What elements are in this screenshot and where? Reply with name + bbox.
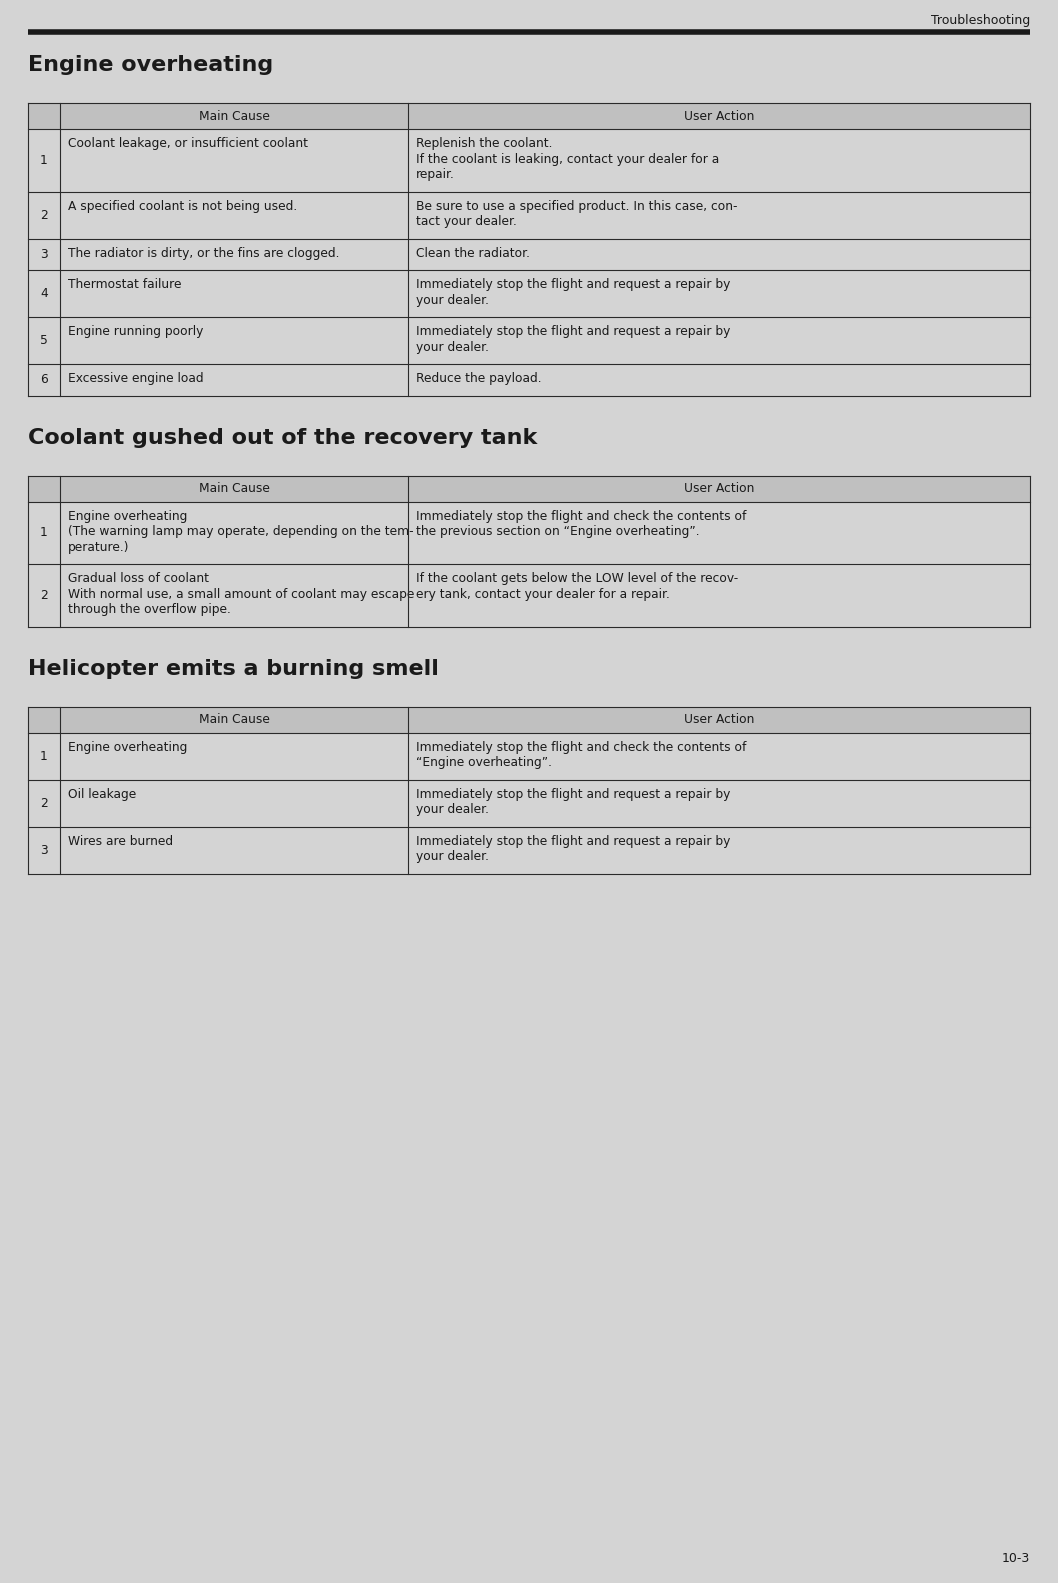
Text: A specified coolant is not being used.: A specified coolant is not being used. xyxy=(68,199,297,214)
Bar xyxy=(28,502,1030,564)
Bar xyxy=(28,706,1030,733)
Text: 2: 2 xyxy=(40,209,48,222)
Text: User Action: User Action xyxy=(683,712,754,727)
Text: Replenish the coolant.: Replenish the coolant. xyxy=(416,138,552,150)
Text: Engine overheating: Engine overheating xyxy=(68,510,187,522)
Text: If the coolant is leaking, contact your dealer for a: If the coolant is leaking, contact your … xyxy=(416,154,719,166)
Bar xyxy=(28,317,1030,364)
Bar xyxy=(28,826,1030,874)
Text: Thermostat failure: Thermostat failure xyxy=(68,279,182,291)
Text: Troubleshooting: Troubleshooting xyxy=(931,14,1030,27)
Text: If the coolant gets below the LOW level of the recov-: If the coolant gets below the LOW level … xyxy=(416,573,738,586)
Text: 1: 1 xyxy=(40,154,48,166)
Text: Immediately stop the flight and check the contents of: Immediately stop the flight and check th… xyxy=(416,510,746,522)
Text: 1: 1 xyxy=(40,749,48,763)
Text: perature.): perature.) xyxy=(68,541,129,554)
Text: your dealer.: your dealer. xyxy=(416,850,489,863)
Bar xyxy=(28,733,1030,779)
Text: Be sure to use a specified product. In this case, con-: Be sure to use a specified product. In t… xyxy=(416,199,737,214)
Text: 1: 1 xyxy=(40,526,48,540)
Text: 2: 2 xyxy=(40,796,48,809)
Text: Immediately stop the flight and request a repair by: Immediately stop the flight and request … xyxy=(416,326,730,339)
Text: Reduce the payload.: Reduce the payload. xyxy=(416,372,542,386)
Text: Coolant leakage, or insufficient coolant: Coolant leakage, or insufficient coolant xyxy=(68,138,308,150)
Text: Engine overheating: Engine overheating xyxy=(28,55,273,74)
Bar xyxy=(28,364,1030,396)
Bar xyxy=(28,564,1030,627)
Text: Engine overheating: Engine overheating xyxy=(68,741,187,754)
Text: your dealer.: your dealer. xyxy=(416,340,489,355)
Text: Engine running poorly: Engine running poorly xyxy=(68,326,203,339)
Text: Main Cause: Main Cause xyxy=(199,481,270,495)
Text: 5: 5 xyxy=(40,334,48,347)
Text: User Action: User Action xyxy=(683,481,754,495)
Text: the previous section on “Engine overheating”.: the previous section on “Engine overheat… xyxy=(416,526,699,538)
Text: Gradual loss of coolant: Gradual loss of coolant xyxy=(68,573,209,586)
Text: 3: 3 xyxy=(40,844,48,856)
Text: Clean the radiator.: Clean the radiator. xyxy=(416,247,530,260)
Text: Main Cause: Main Cause xyxy=(199,712,270,727)
Text: Oil leakage: Oil leakage xyxy=(68,788,136,801)
Text: 3: 3 xyxy=(40,249,48,261)
Text: Helicopter emits a burning smell: Helicopter emits a burning smell xyxy=(28,659,439,679)
Text: 10-3: 10-3 xyxy=(1002,1551,1030,1566)
Text: tact your dealer.: tact your dealer. xyxy=(416,215,517,228)
Text: Coolant gushed out of the recovery tank: Coolant gushed out of the recovery tank xyxy=(28,427,537,448)
Text: Main Cause: Main Cause xyxy=(199,109,270,122)
Text: Immediately stop the flight and request a repair by: Immediately stop the flight and request … xyxy=(416,834,730,848)
Bar xyxy=(28,103,1030,128)
Bar xyxy=(28,475,1030,502)
Bar xyxy=(28,271,1030,317)
Text: your dealer.: your dealer. xyxy=(416,804,489,817)
Text: (The warning lamp may operate, depending on the tem-: (The warning lamp may operate, depending… xyxy=(68,526,414,538)
Text: Immediately stop the flight and check the contents of: Immediately stop the flight and check th… xyxy=(416,741,746,754)
Text: Immediately stop the flight and request a repair by: Immediately stop the flight and request … xyxy=(416,279,730,291)
Text: The radiator is dirty, or the fins are clogged.: The radiator is dirty, or the fins are c… xyxy=(68,247,340,260)
Text: through the overflow pipe.: through the overflow pipe. xyxy=(68,603,231,616)
Text: “Engine overheating”.: “Engine overheating”. xyxy=(416,757,552,769)
Bar xyxy=(28,779,1030,826)
Text: 4: 4 xyxy=(40,287,48,301)
Text: With normal use, a small amount of coolant may escape: With normal use, a small amount of coola… xyxy=(68,587,415,602)
Text: ery tank, contact your dealer for a repair.: ery tank, contact your dealer for a repa… xyxy=(416,587,670,602)
Text: Wires are burned: Wires are burned xyxy=(68,834,174,848)
Text: your dealer.: your dealer. xyxy=(416,294,489,307)
Text: Excessive engine load: Excessive engine load xyxy=(68,372,203,386)
Text: 6: 6 xyxy=(40,374,48,386)
Bar xyxy=(28,239,1030,271)
Text: User Action: User Action xyxy=(683,109,754,122)
Text: repair.: repair. xyxy=(416,168,455,182)
Bar xyxy=(28,192,1030,239)
Text: Immediately stop the flight and request a repair by: Immediately stop the flight and request … xyxy=(416,788,730,801)
Bar xyxy=(28,128,1030,192)
Text: 2: 2 xyxy=(40,589,48,602)
